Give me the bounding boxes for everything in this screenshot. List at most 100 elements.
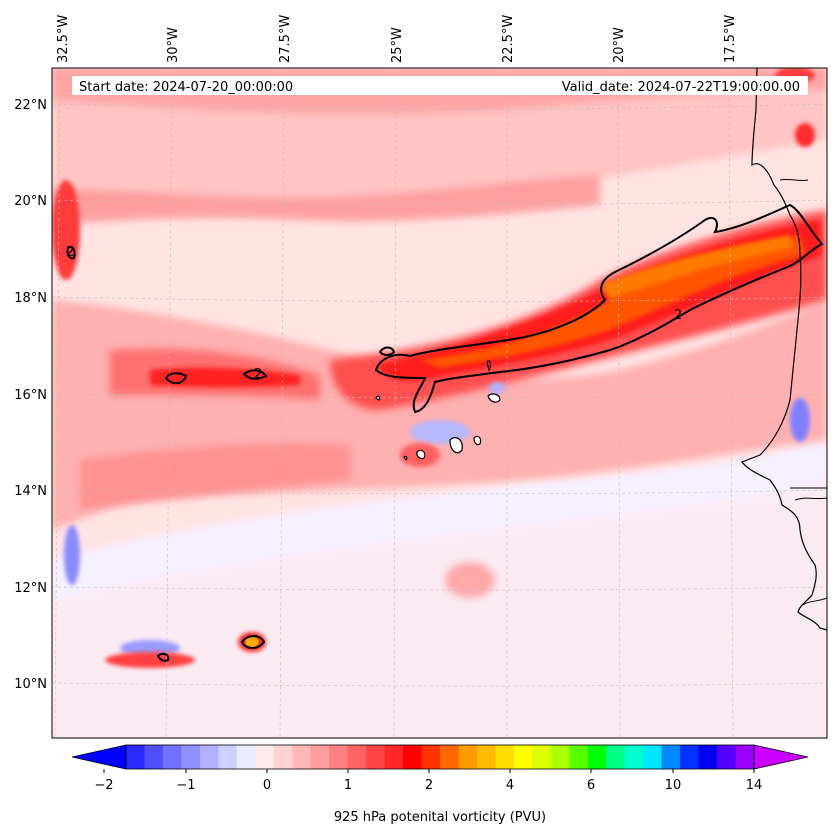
colorbar-cell — [366, 745, 386, 769]
pv2-contour-small-3 — [242, 369, 268, 380]
negative-patch-4 — [120, 640, 180, 656]
colorbar-cell — [495, 745, 515, 769]
pv2-contour-small-1 — [378, 346, 396, 356]
colorbar-cell — [236, 745, 256, 769]
colorbar-cell — [661, 745, 681, 769]
colorbar-cells — [126, 745, 755, 769]
pv-field: 2 2 2 — [52, 68, 827, 738]
colorbar-frame — [125, 744, 755, 770]
colorbar-cell — [144, 745, 164, 769]
colorbar-cell — [643, 745, 663, 769]
lon-label: 30°W — [166, 27, 181, 63]
pv2-contour-small-7 — [486, 360, 492, 372]
lat-label: 10°N — [14, 677, 47, 692]
lat-labels: 22°N 20°N 18°N 16°N 14°N 12°N 10°N — [14, 98, 47, 692]
colorbar-tick-label: 1 — [344, 778, 352, 793]
colorbar-cell — [199, 745, 219, 769]
colorbar: −2 −1 0 1 2 4 6 10 14 925 hPa potenital … — [71, 744, 809, 825]
southern-weak-band — [52, 480, 827, 738]
colorbar-cell — [255, 745, 275, 769]
colorbar-cell — [421, 745, 441, 769]
colorbar-cell — [587, 745, 607, 769]
negative-patch-3 — [64, 525, 80, 585]
coast-border-2 — [794, 497, 827, 501]
colorbar-cell — [292, 745, 312, 769]
lat-label: 12°N — [14, 581, 47, 596]
date-annotation-bar — [72, 76, 808, 95]
lon-label: 32.5°W — [56, 15, 71, 63]
colorbar-min-extend — [71, 744, 127, 770]
colorbar-tick-label: 10 — [665, 778, 682, 793]
colorbar-tick-label: 14 — [746, 778, 763, 793]
colorbar-cell — [181, 745, 201, 769]
colorbar-cell — [532, 745, 552, 769]
contour-label-main: 2 — [674, 308, 682, 323]
map-frame — [51, 67, 828, 739]
lat-label: 14°N — [14, 484, 47, 499]
northern-band-2 — [52, 175, 600, 225]
colorbar-cell — [218, 745, 238, 769]
lat-label: 20°N — [14, 194, 47, 209]
lat-label: 18°N — [14, 291, 47, 306]
valid-date-label: Valid_date: 2024-07-22T19:00:00.00 — [562, 80, 800, 95]
lon-label: 22.5°W — [501, 15, 516, 63]
colorbar-max-extend — [753, 744, 809, 770]
colorbar-cell — [717, 745, 737, 769]
lon-label: 20°W — [612, 27, 627, 63]
start-date-label: Start date: 2024-07-20_00:00:00 — [79, 80, 293, 95]
colorbar-cell — [606, 745, 626, 769]
contour-label-west: 2 — [66, 245, 74, 260]
negative-patch-2 — [790, 398, 810, 442]
west-edge-feature — [52, 180, 80, 280]
lat-label: 16°N — [14, 388, 47, 403]
lon-labels: 32.5°W 30°W 27.5°W 25°W 22.5°W 20°W 17.5… — [56, 15, 738, 63]
lon-label: 25°W — [390, 27, 405, 63]
pv2-contour-small-4 — [66, 245, 76, 260]
pv2-contour-small-2 — [164, 372, 188, 384]
colorbar-cell — [384, 745, 404, 769]
colorbar-tick-label: 6 — [587, 778, 595, 793]
streamer-core-max — [600, 235, 792, 300]
belt-south-patch — [80, 443, 350, 510]
negative-patch-5 — [489, 382, 505, 394]
contour-label-belt: 2 — [254, 367, 262, 382]
colorbar-cell — [310, 745, 330, 769]
ne-patch — [795, 123, 815, 147]
pv2-contour-small-6 — [156, 652, 170, 662]
colorbar-cell — [476, 745, 496, 769]
coast-border-3 — [779, 178, 809, 182]
lat-label: 22°N — [14, 98, 47, 113]
pv-contours — [66, 203, 824, 662]
colorbar-cell — [458, 745, 478, 769]
colorbar-cell — [403, 745, 423, 769]
colorbar-cell — [698, 745, 718, 769]
colorbar-cell — [569, 745, 589, 769]
pv2-contour-main — [374, 203, 824, 414]
colorbar-cell — [550, 745, 570, 769]
colorbar-cell — [273, 745, 293, 769]
sw-feature-1 — [105, 652, 195, 668]
africa-coastline — [741, 68, 827, 631]
colorbar-cell — [126, 745, 145, 769]
sw-feature-2-core — [245, 637, 259, 647]
colorbar-title: 925 hPa potenital vorticity (PVU) — [334, 810, 546, 825]
lon-label: 17.5°W — [723, 15, 738, 63]
colorbar-tick-label: 4 — [506, 778, 514, 793]
colorbar-tick-label: −2 — [94, 778, 113, 793]
colorbar-cell — [513, 745, 533, 769]
colorbar-cell — [162, 745, 182, 769]
lon-label: 27.5°W — [278, 15, 293, 63]
s-central-patch — [445, 562, 495, 598]
colorbar-cell — [680, 745, 700, 769]
colorbar-cell — [440, 745, 459, 769]
colorbar-tick-label: 2 — [425, 778, 433, 793]
islands — [375, 393, 501, 461]
colorbar-cell — [347, 745, 367, 769]
pv2-contour-small-5 — [240, 635, 266, 649]
colorbar-tick-label: −1 — [176, 778, 195, 793]
coast-border-4 — [802, 597, 827, 606]
colorbar-tick-label: 0 — [263, 778, 271, 793]
colorbar-cell — [735, 745, 755, 769]
